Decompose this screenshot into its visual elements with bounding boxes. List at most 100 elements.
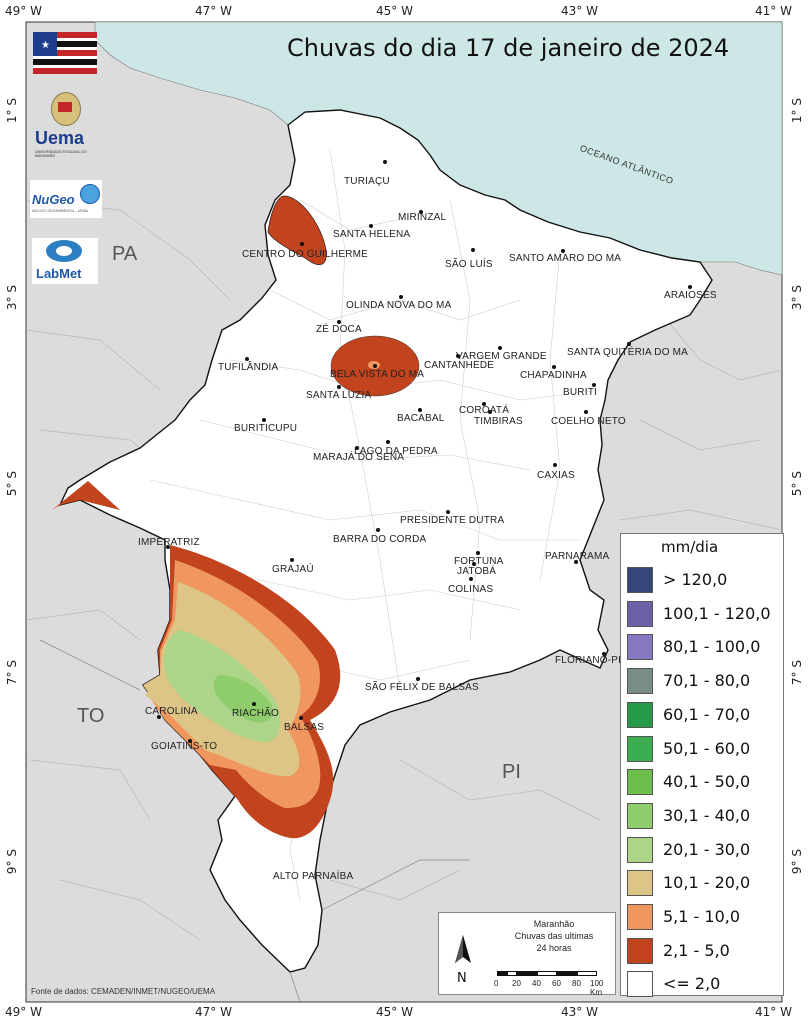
legend-item: 70,1 - 80,0 [627,668,781,696]
rain-legend: mm/dia > 120,0 100,1 - 120,0 80,1 - 100,0 7… [620,533,784,999]
seal-icon [51,92,81,126]
coord-right-7s: 7° S [790,660,804,686]
city-label-timbiras: TIMBIRAS [474,416,523,427]
state-label-to: TO [77,705,105,727]
rain-2-5-west-tip [52,481,120,510]
city-dot [552,365,556,369]
city-dot [157,715,161,719]
legend-item: 30,1 - 40,0 [627,802,781,831]
scale-tick-20: 20 [512,979,521,988]
city-dot [373,364,377,368]
city-dot [355,446,359,450]
city-label-colinas: COLINAS [448,584,494,595]
coord-right-9s: 9° S [790,849,804,875]
data-source: Fonte de dados: CEMADEN/INMET/NUGEO/UEMA [31,987,216,996]
city-label-santa-helena: SANTA HELENA [333,229,411,240]
city-label-grajau: GRAJAÚ [272,564,314,575]
city-dot [188,739,192,743]
city-label-jatoba: JATOBÁ [457,566,497,577]
city-label-maraja-do-sena: MARAJÁ DO SENA [313,452,405,463]
legend-item: > 120,0 [627,567,781,595]
city-dot [376,528,380,532]
city-dot [688,285,692,289]
city-label-sao-luis: SÃO LUÍS [445,259,493,270]
legend-swatch [627,735,653,762]
info-region: Maranhão [533,919,575,929]
city-label-goiatins: GOIATINS-TO [151,741,218,752]
city-dot [482,402,486,406]
labmet-logo-text: LabMet [36,266,82,281]
city-dot [386,440,390,444]
city-dot [300,242,304,246]
coord-bottom-41w: 41° W [755,1005,792,1019]
legend-swatch [627,634,653,661]
city-label-mirinzal: MIRINZAL [398,212,447,223]
city-dot [290,558,294,562]
scale-bar [497,971,597,977]
city-dot [574,560,578,564]
legend-label: 10,1 - 20,0 [663,873,751,893]
city-label-turiacu: TURIAÇU [344,176,390,187]
city-dot [262,418,266,422]
city-dot [446,510,450,514]
nugeo-logo: NuGeo NÚCLEO GEOAMBIENTAL - UEMA [30,180,102,218]
city-label-bacabal: BACABAL [397,413,445,424]
city-dot [469,577,473,581]
city-label-caxias: CAXIAS [537,470,575,481]
city-label-balsas: BALSAS [284,722,325,733]
coord-bottom-45w: 45° W [376,1005,413,1019]
legend-label: 70,1 - 80,0 [663,671,751,691]
legend-swatch [627,971,653,998]
info-period: 24 horas [536,943,572,953]
north-arrow-icon [455,935,471,963]
legend-item: 60,1 - 70,0 [627,701,781,730]
city-dot [471,248,475,252]
city-dot [337,385,341,389]
legend-swatch [627,769,653,796]
north-label: N [457,971,467,986]
city-label-parnarama: PARNARAMA [545,551,610,562]
legend-swatch [627,870,653,897]
maranhao-flag: ★ [33,32,97,76]
city-label-ze-doca: ZÉ DOCA [316,324,362,335]
scale-tick-80: 80 [572,979,581,988]
coord-right-1s: 1° S [790,98,804,124]
legend-label: 20,1 - 30,0 [663,839,751,859]
city-label-lago-da-pedra: LAGO DA PEDRA [354,446,438,457]
info-description: Chuvas das ultimas [514,931,594,941]
city-label-coelho-neto: COELHO NETO [551,416,626,427]
city-dot [488,410,492,414]
star-icon: ★ [41,40,50,51]
city-dot [627,342,631,346]
legend-item: 100,1 - 120,0 [627,600,781,629]
legend-label: 30,1 - 40,0 [663,805,751,825]
city-dot [383,160,387,164]
city-dot [472,562,476,566]
uema-logo-subtitle: UNIVERSIDADE ESTADUAL DO MARANHÃO [35,150,87,158]
globe-icon [80,184,100,204]
legend-item: 40,1 - 50,0 [627,769,781,797]
city-dot [399,295,403,299]
city-label-riachao: RIACHÃO [232,708,279,719]
legend-title: mm/dia [661,538,719,556]
legend-label: 50,1 - 60,0 [663,738,751,758]
legend-item: <= 2,0 [627,971,781,999]
city-dot [252,702,256,706]
city-dot [584,410,588,414]
city-label-buriticupu: BURITICUPU [234,423,298,434]
coord-right-3s: 3° S [790,285,804,311]
state-label-pi: PI [502,761,521,783]
city-label-santo-amaro: SANTO AMARO DO MA [509,253,622,264]
map-title: Chuvas do dia 17 de janeiro de 2024 [287,34,730,62]
nugeo-logo-text: NuGeo [32,192,75,207]
city-label-olinda-nova: OLINDA NOVA DO MA [346,300,452,311]
legend-label: 40,1 - 50,0 [663,772,751,792]
legend-label: > 120,0 [663,570,728,589]
legend-swatch [627,836,653,863]
legend-swatch [627,668,653,695]
city-label-alto-parnaiba: ALTO PARNAÍBA [273,871,354,882]
coord-top-41w: 41° W [755,4,792,18]
city-dot [299,716,303,720]
legend-label: 60,1 - 70,0 [663,704,751,724]
